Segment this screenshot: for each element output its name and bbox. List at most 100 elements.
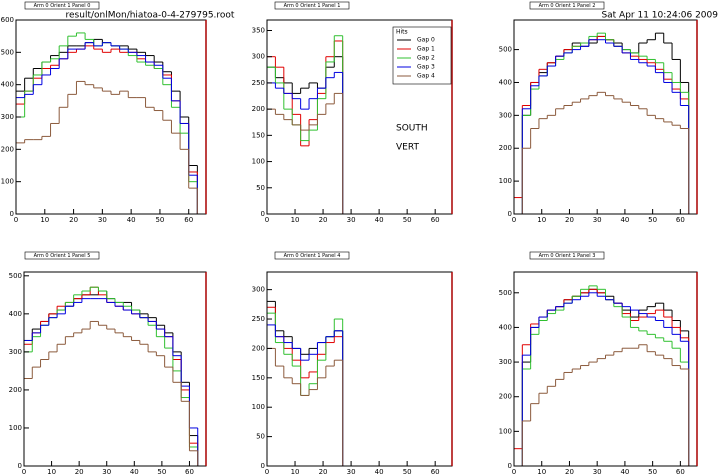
x-tick-label: 60 — [431, 216, 440, 224]
y-tick-label: 200 — [499, 144, 512, 152]
panel-title: Arm 0 Orient 1 Panel 5 — [34, 253, 91, 259]
date-stamp: Sat Apr 11 10:24:06 2009 — [601, 11, 718, 21]
x-tick-label: 20 — [319, 216, 328, 224]
panel-title-box — [274, 251, 350, 260]
y-tick-label: 300 — [499, 358, 512, 366]
y-tick-label: 200 — [9, 386, 22, 394]
x-tick-label: 40 — [375, 468, 384, 474]
panel: Arm 0 Orient 1 Panel 0010020030040050060… — [1, 1, 207, 224]
x-tick-label: 30 — [98, 216, 107, 224]
y-tick-label: 300 — [1, 113, 14, 121]
y-tick-label: 300 — [9, 348, 22, 356]
y-tick-label: 250 — [252, 79, 265, 87]
panel: Arm 0 Orient 1 Panel 2 0 100 200 300 400 500 0 1… — [499, 1, 698, 224]
x-tick-label: 50 — [403, 468, 412, 474]
y-tick-label: 200 — [499, 393, 512, 401]
legend-label: Gap 4 — [417, 73, 435, 80]
x-tick-label: 10 — [291, 216, 300, 224]
y-tick-label: 150 — [252, 374, 265, 382]
x-tick-label: 30 — [347, 216, 356, 224]
legend-label: Gap 1 — [417, 46, 435, 53]
panel-title: Arm 0 Orient 1 Panel 2 — [539, 3, 596, 9]
panel-title: Arm 0 Orient 1 Panel 4 — [284, 253, 341, 259]
y-tick-label: 500 — [9, 272, 22, 280]
x-tick-label: 0 — [14, 216, 18, 224]
y-tick-label: 150 — [252, 131, 265, 139]
x-tick-label: 60 — [185, 468, 194, 474]
x-tick-label: 20 — [319, 468, 328, 474]
y-tick-label: 100 — [499, 177, 512, 185]
x-tick-label: 40 — [127, 216, 136, 224]
x-tick-label: 20 — [69, 216, 78, 224]
x-tick-label: 0 — [265, 216, 269, 224]
x-tick-label: 10 — [537, 216, 546, 224]
y-tick-label: 100 — [499, 427, 512, 435]
x-tick-label: 10 — [291, 468, 300, 474]
y-tick-label: 200 — [1, 145, 14, 153]
y-tick-label: 400 — [499, 78, 512, 86]
legend-box — [392, 26, 452, 85]
file-name: result/onlMon/hiatoa-0-4-279795.root — [66, 11, 235, 21]
panel-title-box — [529, 1, 605, 10]
y-tick-label: 300 — [252, 286, 265, 294]
x-tick-label: 60 — [676, 468, 685, 474]
x-tick-label: 0 — [265, 468, 269, 474]
x-tick-label: 30 — [593, 216, 602, 224]
y-tick-label: 0 — [261, 210, 265, 218]
y-tick-label: 500 — [499, 46, 512, 54]
legend-label: Gap 2 — [417, 55, 435, 62]
y-tick-label: 0 — [508, 462, 512, 470]
x-tick-label: 40 — [620, 216, 629, 224]
y-tick-label: 400 — [9, 310, 22, 318]
y-tick-label: 200 — [252, 105, 265, 113]
y-tick-label: 100 — [252, 403, 265, 411]
x-tick-label: 0 — [22, 468, 26, 474]
x-tick-label: 60 — [184, 216, 193, 224]
x-tick-label: 50 — [157, 468, 166, 474]
panel: Arm 0 Orient 1 Panel 5 0 100 200 300 400 500 0 1… — [9, 251, 207, 474]
x-tick-label: 60 — [676, 216, 685, 224]
panel-title: Arm 0 Orient 1 Panel 1 — [284, 3, 341, 9]
y-tick-label: 500 — [499, 289, 512, 297]
x-tick-label: 50 — [403, 216, 412, 224]
x-tick-label: 10 — [47, 468, 56, 474]
y-tick-label: 100 — [9, 424, 22, 432]
y-tick-label: 100 — [1, 178, 14, 186]
panel-title: Arm 0 Orient 1 Panel 3 — [539, 253, 596, 259]
y-tick-label: 500 — [1, 48, 14, 56]
y-tick-label: 250 — [252, 315, 265, 323]
x-tick-label: 50 — [155, 216, 164, 224]
x-tick-label: 50 — [648, 216, 657, 224]
annotation: VERT — [396, 143, 419, 153]
x-tick-label: 60 — [431, 468, 440, 474]
x-tick-label: 30 — [593, 468, 602, 474]
y-tick-label: 50 — [256, 184, 265, 192]
y-tick-label: 200 — [252, 344, 265, 352]
x-tick-label: 10 — [537, 468, 546, 474]
y-tick-label: 0 — [10, 210, 14, 218]
panel: Arm 0 Orient 1 Panel 1050100150200250300… — [252, 1, 453, 224]
x-tick-label: 10 — [40, 216, 49, 224]
panel-title-box — [274, 1, 350, 10]
panel-title: Arm 0 Orient 1 Panel 0 — [34, 3, 91, 9]
y-tick-label: 600 — [1, 16, 14, 24]
x-tick-label: 50 — [648, 468, 657, 474]
y-tick-label: 0 — [18, 462, 22, 470]
x-tick-label: 40 — [375, 216, 384, 224]
x-tick-label: 40 — [620, 468, 629, 474]
y-tick-label: 0 — [261, 462, 265, 470]
y-tick-label: 300 — [252, 53, 265, 61]
x-tick-label: 0 — [512, 468, 516, 474]
annotation: SOUTH — [396, 124, 428, 134]
panel: Arm 0 Orient 1 Panel 4050100150200250300… — [252, 251, 453, 474]
x-tick-label: 20 — [75, 468, 84, 474]
y-tick-label: 400 — [499, 323, 512, 331]
legend-label: Gap 0 — [417, 37, 435, 44]
y-tick-label: 0 — [508, 210, 512, 218]
panel-title-box — [24, 251, 100, 260]
x-tick-label: 40 — [130, 468, 139, 474]
x-tick-label: 30 — [102, 468, 111, 474]
panel-title-box — [24, 1, 100, 10]
y-tick-label: 100 — [252, 158, 265, 166]
